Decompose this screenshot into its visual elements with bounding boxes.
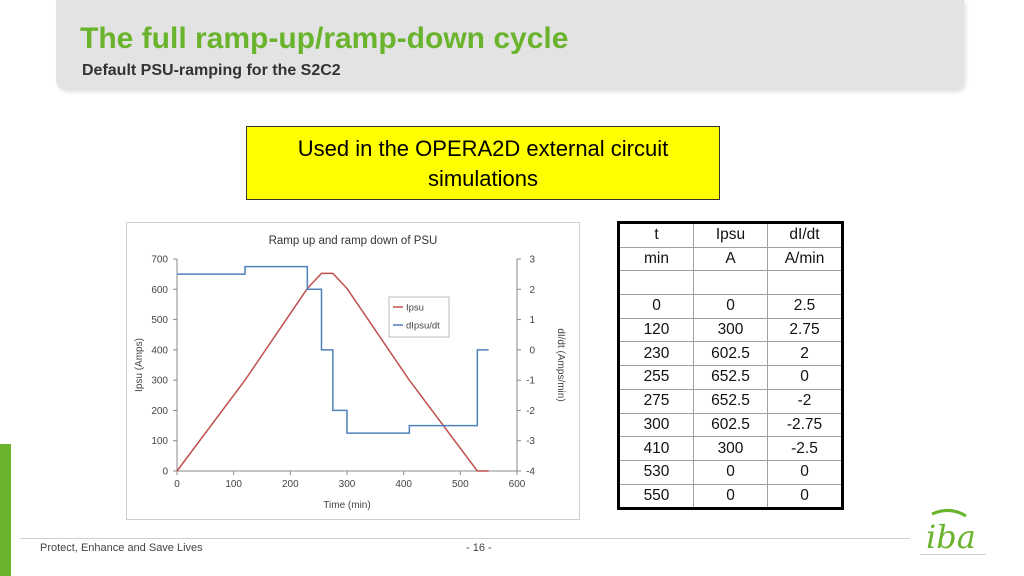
table-cell: A: [693, 246, 768, 272]
table-cell: 300: [618, 412, 694, 438]
table-row: 530 0 0: [618, 459, 843, 485]
logo-text: iba: [926, 518, 976, 554]
y-tick-label: 400: [151, 345, 168, 356]
table-cell: 652.5: [693, 388, 768, 414]
callout-box: Used in the OPERA2D external circuit sim…: [246, 126, 720, 200]
table-cell: -2: [767, 388, 843, 414]
chart-container: Ramp up and ramp down of PSU 0 100 200 300 40…: [126, 222, 580, 520]
y2-tick-label: 1: [529, 315, 535, 326]
table-cell: 2.75: [767, 317, 843, 343]
table-cell: 602.5: [693, 341, 768, 367]
y2-tick-label: -2: [526, 406, 535, 417]
x-tick-label: 500: [452, 479, 469, 490]
y-tick-label: 100: [151, 436, 168, 447]
ramp-table: t Ipsu dI/dt min A A/min 0 0 2.5 120 300 2.75 230 602…: [617, 221, 844, 511]
table-cell: [693, 270, 768, 296]
title-bar: [56, 0, 964, 90]
table-cell: 255: [618, 365, 694, 390]
table-cell: 2: [767, 341, 843, 367]
x-tick-label: 100: [225, 479, 242, 490]
table-cell: 0: [767, 365, 843, 390]
table-cell: 652.5: [693, 365, 768, 390]
y-tick-label: 700: [151, 255, 168, 266]
table-cell: 300: [693, 317, 768, 343]
y2-tick-label: -3: [526, 436, 535, 447]
table-cell: 410: [618, 436, 694, 461]
x-tick-label: 600: [509, 479, 526, 490]
table-units-row: min A A/min: [618, 246, 843, 272]
x-tick-label: 0: [174, 479, 180, 490]
slide-title: The full ramp-up/ramp-down cycle: [80, 22, 569, 55]
y-tick-label: 500: [151, 315, 168, 326]
y2-tick-label: 3: [529, 255, 535, 266]
table-cell: A/min: [767, 246, 843, 272]
table-cell: 0: [693, 483, 768, 510]
table-row: [618, 270, 843, 296]
chart-title: Ramp up and ramp down of PSU: [269, 235, 438, 247]
y2-tick-label: -1: [526, 376, 535, 387]
legend-label: dIpsu/dt: [406, 321, 440, 332]
table-row: 550 0 0: [618, 483, 843, 510]
table-row: 0 0 2.5: [618, 294, 843, 319]
slide-subtitle: Default PSU-ramping for the S2C2: [82, 62, 341, 79]
table-row: 255 652.5 0: [618, 365, 843, 390]
x-tick-label: 300: [339, 479, 356, 490]
x-axis-label: Time (min): [323, 500, 370, 511]
y-tick-label: 600: [151, 285, 168, 296]
footer-divider: [20, 538, 910, 539]
table-cell: 0: [693, 459, 768, 485]
table-cell: t: [618, 222, 694, 248]
table-row: 275 652.5 -2: [618, 388, 843, 414]
table-cell: 0: [618, 294, 694, 319]
y-tick-label: 300: [151, 376, 168, 387]
footer-divider-right: [920, 554, 986, 555]
table-cell: 550: [618, 483, 694, 510]
table-cell: 275: [618, 388, 694, 414]
series-line-ipsu: [176, 272, 489, 472]
accent-strip: [0, 444, 11, 576]
table-cell: [767, 270, 843, 296]
table-cell: 300: [693, 436, 768, 461]
table-cell: 120: [618, 317, 694, 343]
x-tick-label: 400: [395, 479, 412, 490]
table-row: 120 300 2.75: [618, 317, 843, 343]
iba-logo: iba: [926, 509, 976, 554]
table-header-row: t Ipsu dI/dt: [618, 222, 843, 248]
series-line-dipsu-dt: [177, 265, 489, 434]
table-cell: min: [618, 246, 694, 272]
table-row: 300 602.5 -2.75: [618, 412, 843, 438]
chart-legend: [388, 296, 450, 338]
table-cell: Ipsu: [693, 222, 768, 248]
table-cell: 0: [767, 483, 843, 510]
footer-text: Protect, Enhance and Save Lives: [40, 542, 203, 554]
table-row: 410 300 -2.5: [618, 436, 843, 461]
table-cell: -2.5: [767, 436, 843, 461]
y2-axis-label: dI/dt (Amps/min): [555, 328, 566, 401]
y-axis-label: Ipsu (Amps): [134, 338, 145, 392]
y-tick-label: 200: [151, 406, 168, 417]
table-cell: 230: [618, 341, 694, 367]
y2-tick-label: 2: [529, 285, 535, 296]
legend-label: Ipsu: [406, 303, 424, 314]
table-cell: 0: [767, 459, 843, 485]
y2-tick-label: 0: [529, 345, 535, 356]
table-cell: 530: [618, 459, 694, 485]
y2-tick-label: -4: [526, 467, 535, 478]
table-cell: dI/dt: [767, 222, 843, 248]
table-cell: 602.5: [693, 412, 768, 438]
y-tick-label: 0: [162, 467, 168, 478]
table-cell: 2.5: [767, 294, 843, 319]
table-cell: -2.75: [767, 412, 843, 438]
table-cell: 0: [693, 294, 768, 319]
table-row: 230 602.5 2: [618, 341, 843, 367]
page-number: - 16 -: [466, 542, 492, 554]
table-cell: [618, 270, 694, 296]
x-tick-label: 200: [282, 479, 299, 490]
